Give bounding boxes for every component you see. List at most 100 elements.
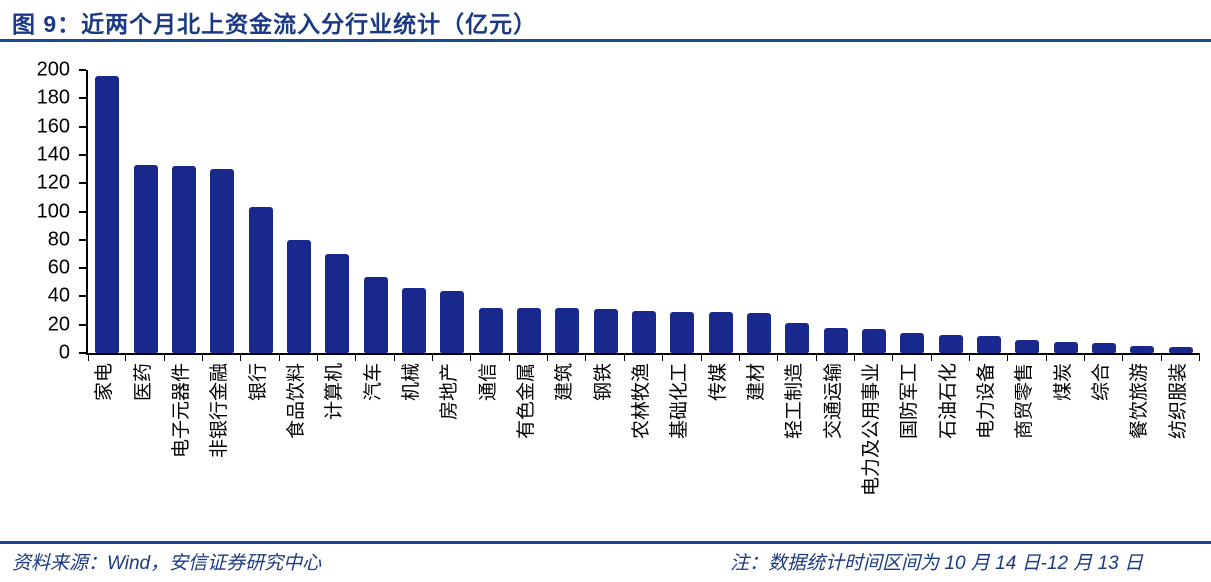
x-axis-tick [738, 354, 740, 361]
footer-divider [0, 541, 1211, 544]
x-label-cell: 家电 [86, 357, 124, 535]
bar-cell [586, 70, 625, 361]
y-tick-label: 180 [36, 86, 70, 109]
y-tick-label: 0 [58, 341, 70, 364]
x-label-cell: 轻工制造 [776, 357, 814, 535]
x-axis-tick [125, 354, 127, 361]
bar [900, 333, 925, 353]
x-label-cell: 交通运输 [815, 357, 853, 535]
category-label: 煤炭 [1052, 363, 1074, 402]
category-label: 商贸零售 [1014, 363, 1036, 440]
x-axis-tick [163, 354, 165, 361]
category-label: 交通运输 [822, 363, 844, 440]
x-label-cell: 石油石化 [930, 357, 968, 535]
bar [785, 323, 810, 353]
bar-cell [970, 70, 1009, 361]
x-axis-tick [202, 354, 204, 361]
category-label: 石油石化 [937, 363, 959, 440]
bar-cell [1123, 70, 1162, 361]
x-axis-tick [930, 354, 932, 361]
category-label: 通信 [477, 363, 499, 402]
y-tick-mark [79, 97, 86, 100]
x-label-cell: 银行 [239, 357, 277, 535]
bar-cell [241, 70, 280, 361]
category-label: 基础化工 [669, 363, 691, 440]
x-axis-tick [1122, 354, 1124, 361]
bar-cell [663, 70, 702, 361]
bar-cell [855, 70, 894, 361]
bar [708, 311, 733, 353]
bar [363, 276, 388, 353]
category-label: 计算机 [324, 363, 346, 421]
category-label: 综合 [1091, 363, 1113, 402]
y-tick-mark [79, 352, 86, 354]
category-label: 电力设备 [976, 363, 998, 440]
y-tick-label: 140 [36, 143, 70, 166]
bar [210, 169, 235, 353]
bar-cell [203, 70, 242, 361]
x-label-cell: 电子元器件 [163, 357, 201, 535]
bar [401, 287, 426, 353]
x-label-cell: 食品饮料 [278, 357, 316, 535]
bar [1130, 345, 1155, 353]
x-label-cell: 纺织服装 [1160, 357, 1198, 535]
category-label: 国防军工 [899, 363, 921, 440]
bar-cell [471, 70, 510, 361]
x-label-cell: 建筑 [546, 357, 584, 535]
bar [977, 336, 1002, 353]
y-tick-mark [79, 295, 86, 298]
bar-cell [165, 70, 204, 361]
bar [938, 334, 963, 353]
category-label: 纺织服装 [1167, 363, 1189, 440]
bar [1053, 341, 1078, 353]
bar [1168, 347, 1193, 353]
category-label: 房地产 [439, 363, 461, 421]
x-axis-tick [1045, 354, 1047, 361]
bar-cell [932, 70, 970, 361]
category-label: 建材 [746, 363, 768, 402]
bar-cell [510, 70, 549, 361]
bar-cell [625, 70, 664, 361]
x-axis-tick [853, 354, 855, 361]
bar [286, 239, 311, 353]
x-label-cell: 钢铁 [584, 357, 622, 535]
y-tick-mark [79, 69, 86, 71]
bar [555, 307, 580, 353]
x-label-cell: 农林牧渔 [623, 357, 661, 535]
x-label-cell: 计算机 [316, 357, 354, 535]
bar [631, 310, 656, 353]
bar-cell [1162, 70, 1200, 361]
bar [670, 311, 695, 353]
x-axis-tick [355, 354, 357, 361]
x-axis-tick [585, 354, 587, 361]
x-label-cell: 基础化工 [661, 357, 699, 535]
y-axis: 0 20 40 60 80 100 120 140 160 180 200 [0, 59, 86, 364]
y-tick-mark [79, 125, 86, 128]
bar [516, 307, 541, 353]
bar [325, 253, 350, 353]
x-label-cell: 通信 [469, 357, 507, 535]
x-label-cell: 餐饮旅游 [1121, 357, 1159, 535]
category-label: 银行 [247, 363, 269, 402]
bar-cell [548, 70, 587, 361]
x-axis-tick [892, 354, 894, 361]
bar [440, 290, 465, 353]
bar-cell [280, 70, 319, 361]
category-label: 农林牧渔 [630, 363, 652, 440]
date-range-note: 注：数据统计时间区间为 10 月 14 日-12 月 13 日 [730, 553, 1143, 574]
bar [823, 327, 848, 353]
category-label: 汽车 [362, 363, 384, 402]
category-label: 建筑 [554, 363, 576, 402]
y-tick-mark [79, 182, 86, 185]
x-label-cell: 商贸零售 [1006, 357, 1044, 535]
x-axis-tick [278, 354, 280, 361]
bar-cell [1085, 70, 1124, 361]
category-label: 有色金属 [515, 363, 537, 440]
bar-cell [88, 70, 127, 361]
bar [478, 307, 503, 353]
category-label: 机械 [400, 363, 422, 402]
bar [747, 313, 772, 353]
x-axis-tick [662, 354, 664, 361]
x-axis-tick [1160, 354, 1162, 361]
x-label-cell: 传媒 [700, 357, 738, 535]
